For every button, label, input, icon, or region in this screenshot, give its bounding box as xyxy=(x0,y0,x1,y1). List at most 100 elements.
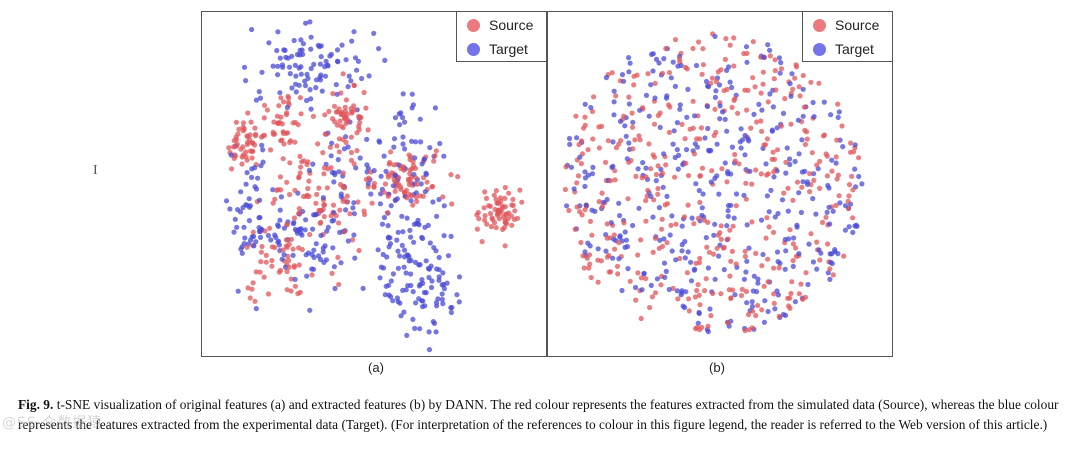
point-source xyxy=(588,274,594,281)
point-source xyxy=(753,167,759,173)
point-target xyxy=(583,202,589,208)
point-target xyxy=(322,64,328,70)
point-source xyxy=(263,259,269,265)
point-source xyxy=(753,313,759,319)
point-source xyxy=(502,243,508,249)
point-source xyxy=(694,324,700,331)
point-source xyxy=(284,287,290,293)
point-target xyxy=(417,116,423,122)
point-source xyxy=(288,276,294,282)
point-source xyxy=(326,108,332,114)
point-source xyxy=(829,168,835,174)
point-target xyxy=(674,147,680,153)
point-source xyxy=(636,133,642,139)
point-target xyxy=(282,47,288,54)
point-source xyxy=(687,126,693,132)
point-target xyxy=(775,210,781,217)
point-source xyxy=(788,290,794,297)
point-source xyxy=(695,282,701,288)
point-source xyxy=(275,187,281,193)
point-target xyxy=(708,147,714,154)
point-target xyxy=(648,82,654,88)
point-target xyxy=(778,60,784,66)
point-target xyxy=(298,71,304,77)
point-target xyxy=(403,270,409,276)
point-target xyxy=(774,288,780,294)
point-target xyxy=(811,171,817,177)
point-target xyxy=(611,236,617,242)
point-source xyxy=(764,136,770,142)
point-source xyxy=(666,70,673,76)
point-target xyxy=(619,287,625,294)
point-source xyxy=(819,219,826,225)
point-source xyxy=(638,237,644,243)
point-target xyxy=(662,274,668,280)
point-target xyxy=(398,313,404,319)
point-target xyxy=(334,91,340,97)
point-target xyxy=(621,78,627,84)
point-source xyxy=(589,108,596,115)
point-source xyxy=(663,162,669,168)
point-source xyxy=(330,91,336,97)
point-source xyxy=(849,173,855,179)
point-target xyxy=(223,198,230,204)
point-target xyxy=(388,294,394,300)
point-target xyxy=(241,224,247,230)
point-target xyxy=(622,123,628,129)
point-target xyxy=(780,110,787,116)
point-source xyxy=(506,190,512,196)
point-target xyxy=(421,156,427,162)
point-source xyxy=(405,176,411,182)
point-source xyxy=(356,113,362,119)
point-source xyxy=(337,118,343,124)
point-source xyxy=(363,105,369,111)
point-target xyxy=(418,181,424,187)
point-source xyxy=(744,50,750,57)
point-source xyxy=(664,240,670,246)
scatter-panel-a: Source Target xyxy=(201,11,547,357)
point-source xyxy=(414,181,420,187)
point-target xyxy=(259,69,265,75)
point-source xyxy=(730,223,736,229)
point-source xyxy=(681,214,688,220)
point-target xyxy=(371,30,377,36)
point-target xyxy=(774,249,781,255)
point-source xyxy=(804,136,810,142)
point-source xyxy=(746,327,752,333)
point-source xyxy=(340,170,346,176)
point-source xyxy=(630,146,636,152)
point-target xyxy=(617,213,623,219)
point-target xyxy=(692,113,698,119)
point-target xyxy=(703,235,709,241)
point-target xyxy=(679,242,685,248)
point-target xyxy=(759,107,765,113)
point-source xyxy=(723,36,729,42)
point-source xyxy=(727,42,733,48)
point-source xyxy=(322,112,328,118)
point-target xyxy=(728,171,734,177)
point-target xyxy=(320,249,326,255)
point-source xyxy=(354,148,360,154)
point-target xyxy=(804,179,810,185)
point-source xyxy=(429,184,435,190)
point-target xyxy=(297,227,303,233)
point-source xyxy=(562,186,568,193)
point-source xyxy=(786,303,792,309)
legend-a: Source Target xyxy=(456,12,546,62)
point-target xyxy=(317,77,323,83)
point-target xyxy=(259,142,265,148)
point-target xyxy=(244,170,250,176)
point-target xyxy=(749,299,755,305)
point-source xyxy=(700,46,706,52)
point-target xyxy=(744,258,750,264)
legend-marker-target xyxy=(813,42,826,56)
point-target xyxy=(756,101,762,107)
point-source xyxy=(744,107,750,113)
point-target xyxy=(724,67,730,73)
point-target xyxy=(384,254,390,260)
point-source xyxy=(340,71,346,77)
point-target xyxy=(268,237,274,243)
point-target xyxy=(610,139,616,145)
point-target xyxy=(416,222,422,228)
point-target xyxy=(626,101,632,107)
